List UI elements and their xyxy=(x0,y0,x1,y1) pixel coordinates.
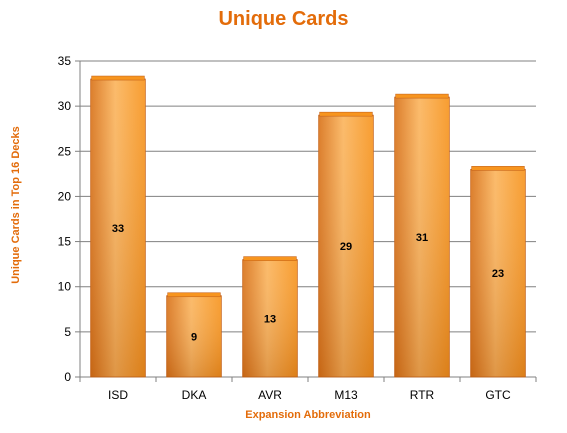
y-tick-label: 10 xyxy=(58,280,72,294)
x-axis-title: Expansion Abbreviation xyxy=(245,409,371,421)
y-axis-title-text: Unique Cards in Top 16 Decks xyxy=(10,126,22,284)
data-label: 23 xyxy=(492,268,504,280)
x-tick-label: GTC xyxy=(485,388,511,402)
y-tick-label: 25 xyxy=(58,144,72,158)
x-tick-label: RTR xyxy=(410,388,435,402)
bar-shade xyxy=(242,259,298,377)
y-tick-label: 30 xyxy=(58,99,72,113)
bar-top-cap xyxy=(395,93,449,99)
data-label: 9 xyxy=(191,331,197,343)
x-tick-label: DKA xyxy=(182,388,207,402)
y-tick-label: 0 xyxy=(64,370,71,384)
x-tick-label: ISD xyxy=(108,388,128,402)
y-tick-label: 20 xyxy=(58,189,72,203)
bar-shade xyxy=(166,295,222,377)
x-tick-label: AVR xyxy=(258,388,282,402)
y-tick-label: 35 xyxy=(58,54,72,68)
y-tick-label: 5 xyxy=(64,325,71,339)
data-label: 33 xyxy=(112,223,124,235)
x-tick-label: M13 xyxy=(334,388,358,402)
bar-top-cap xyxy=(319,111,373,117)
bar-shade xyxy=(394,97,450,377)
bar-top-cap xyxy=(167,292,221,298)
data-label: 31 xyxy=(416,232,428,244)
bar-top-cap xyxy=(471,166,525,171)
bar-shade xyxy=(318,115,374,378)
data-label: 29 xyxy=(340,241,352,253)
y-tick-label: 15 xyxy=(58,235,72,249)
bar-shade xyxy=(90,79,146,378)
chart-title: Unique Cards xyxy=(218,8,349,30)
data-label: 13 xyxy=(264,313,276,325)
bar-top-cap xyxy=(91,75,145,81)
bar-shade xyxy=(470,169,526,377)
bar-top-cap xyxy=(243,256,297,261)
